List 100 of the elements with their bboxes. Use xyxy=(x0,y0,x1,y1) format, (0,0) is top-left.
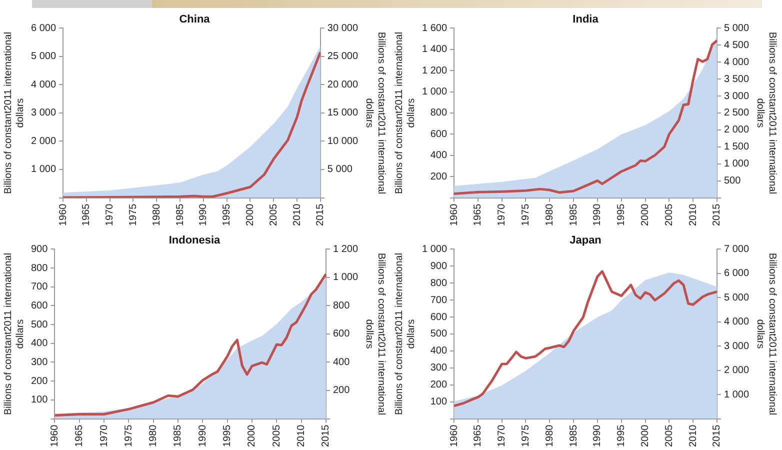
x-tick-label: 1975 xyxy=(128,203,139,226)
y-tick-label: 200 xyxy=(30,376,48,387)
x-tick-label: 1995 xyxy=(222,424,234,448)
y-tick-label: 3 000 xyxy=(30,108,56,119)
x-tick-label: 1985 xyxy=(568,424,580,448)
x-tick-label: 2010 xyxy=(688,203,699,226)
y-tick-label: 1 000 xyxy=(422,244,448,255)
y2-tick-label: 5 000 xyxy=(724,22,750,34)
y-tick-label: 200 xyxy=(430,171,448,182)
y2-tick-label: 4 000 xyxy=(724,316,750,328)
y2-tick-label: 1 000 xyxy=(724,389,750,400)
x-tick-label: 2015 xyxy=(712,203,723,226)
chart-title: Indonesia xyxy=(168,234,222,247)
y-tick-label: 1 200 xyxy=(422,65,448,76)
y2-axis-title: Billions of constant2011 international dollars xyxy=(363,252,386,416)
y-tick-label: 400 xyxy=(430,150,448,162)
y-tick-label: 1 000 xyxy=(30,164,56,176)
y2-tick-label: 1 000 xyxy=(332,272,358,284)
x-tick-label: 1990 xyxy=(592,203,604,226)
y-axis-title: Billions of constant2011 international dollars xyxy=(394,32,417,194)
y2-tick-label: 2 000 xyxy=(724,124,750,136)
y2-tick-label: 25 000 xyxy=(327,51,358,62)
x-tick-label: 1960 xyxy=(448,203,460,226)
y-tick-label: 800 xyxy=(430,278,448,289)
y2-axis-title: Billions of constant2011 international dollars xyxy=(754,32,778,194)
y2-tick-label: 5 000 xyxy=(724,292,750,304)
y-tick-label: 600 xyxy=(430,312,448,323)
x-tick-label: 1965 xyxy=(472,203,484,226)
x-tick-label: 1970 xyxy=(496,203,508,226)
y-tick-label: 5 000 xyxy=(30,51,56,62)
y-tick-label: 4 000 xyxy=(30,79,56,90)
x-tick-label: 2005 xyxy=(268,203,280,226)
y-tick-label: 300 xyxy=(30,356,48,368)
x-tick-label: 1960 xyxy=(58,203,69,226)
y2-tick-label: 500 xyxy=(724,176,742,187)
x-tick-label: 2000 xyxy=(640,203,652,226)
y-axis-title: Billions of constant2011 international dollars xyxy=(2,32,26,194)
y-tick-label: 700 xyxy=(430,294,448,306)
y-tick-label: 500 xyxy=(430,328,448,340)
y2-tick-label: 4 500 xyxy=(724,40,750,51)
y-tick-label: 600 xyxy=(30,300,48,312)
x-tick-label: 1960 xyxy=(448,424,460,448)
x-tick-label: 1995 xyxy=(616,424,628,448)
x-tick-label: 1985 xyxy=(568,203,580,226)
y2-tick-label: 1 500 xyxy=(724,142,750,153)
y-tick-label: 700 xyxy=(30,282,48,293)
x-tick-label: 1990 xyxy=(197,424,208,448)
y-axis-title: Billions of constant2011 international dollars xyxy=(2,252,26,416)
y2-axis-title: Billions of constant2011 international dollars xyxy=(363,32,386,194)
y2-tick-label: 600 xyxy=(332,328,350,340)
y2-tick-label: 3 000 xyxy=(724,340,750,352)
y-tick-label: 300 xyxy=(430,362,448,374)
y2-tick-label: 200 xyxy=(332,385,350,396)
y-tick-label: 800 xyxy=(30,262,48,274)
x-tick-label: 2000 xyxy=(640,424,652,448)
x-tick-label: 1975 xyxy=(520,424,532,448)
y2-tick-label: 3 000 xyxy=(724,90,750,102)
x-tick-label: 1965 xyxy=(472,424,484,448)
y-tick-label: 1 600 xyxy=(422,22,448,34)
x-tick-label: 1985 xyxy=(172,424,184,448)
x-tick-label: 2015 xyxy=(315,203,326,226)
y2-tick-label: 2 000 xyxy=(724,365,750,376)
y2-tick-label: 400 xyxy=(332,356,350,368)
x-tick-label: 1990 xyxy=(592,424,604,448)
x-tick-label: 1970 xyxy=(496,424,508,448)
x-tick-label: 1980 xyxy=(148,424,160,448)
y-tick-label: 900 xyxy=(30,244,48,255)
y-tick-label: 400 xyxy=(430,346,448,357)
x-tick-label: 2010 xyxy=(688,424,699,448)
y2-tick-label: 7 000 xyxy=(724,244,750,255)
x-tick-label: 2015 xyxy=(320,424,332,448)
y2-tick-label: 1 000 xyxy=(724,158,750,170)
x-tick-label: 1975 xyxy=(123,424,134,448)
y2-tick-label: 5 000 xyxy=(327,164,353,176)
x-tick-label: 1965 xyxy=(74,424,86,448)
y-tick-label: 100 xyxy=(30,394,48,406)
x-tick-label: 2000 xyxy=(244,203,256,226)
x-tick-label: 1960 xyxy=(49,424,60,448)
x-tick-label: 1965 xyxy=(81,203,92,226)
y-axis-title: Billions of constant2011 international dollars xyxy=(394,252,417,416)
y2-tick-label: 10 000 xyxy=(327,136,358,147)
x-tick-label: 1975 xyxy=(520,203,532,226)
x-tick-label: 2010 xyxy=(292,203,303,226)
x-tick-label: 1980 xyxy=(544,424,556,448)
chart-title: Japan xyxy=(570,234,602,247)
y2-tick-label: 30 000 xyxy=(327,22,358,34)
y-tick-label: 400 xyxy=(30,338,48,350)
y-tick-label: 500 xyxy=(30,319,48,330)
y2-tick-label: 6 000 xyxy=(724,268,750,280)
x-tick-label: 2005 xyxy=(664,424,675,448)
y-tick-label: 1 400 xyxy=(422,44,448,56)
y2-tick-label: 3 500 xyxy=(724,74,750,85)
y-tick-label: 600 xyxy=(430,128,448,140)
x-tick-label: 1995 xyxy=(616,203,628,226)
x-tick-label: 2015 xyxy=(712,424,723,448)
y-tick-label: 200 xyxy=(430,380,448,391)
x-tick-label: 1970 xyxy=(98,424,110,448)
chart-title: China xyxy=(179,14,211,26)
x-tick-label: 2000 xyxy=(246,424,258,448)
x-tick-label: 1980 xyxy=(151,203,162,226)
